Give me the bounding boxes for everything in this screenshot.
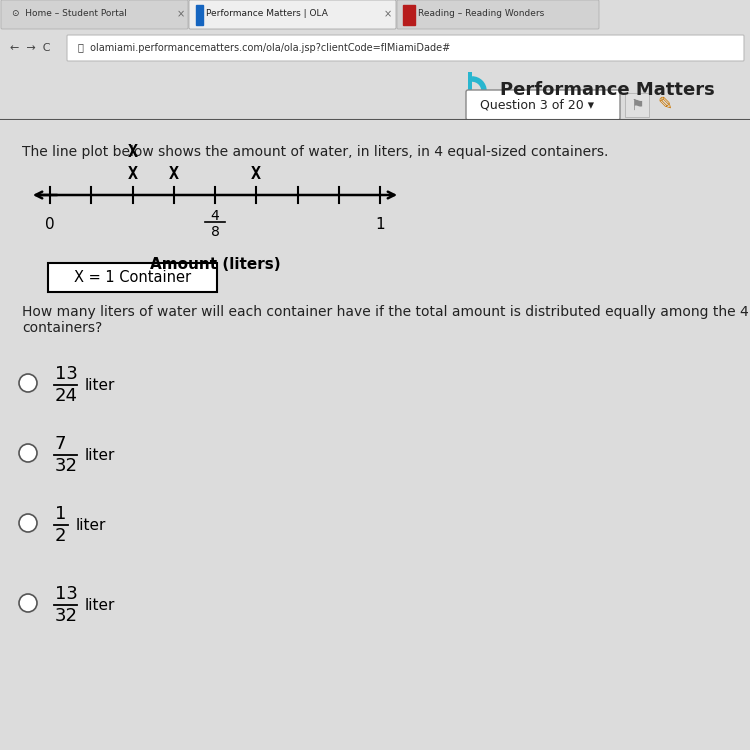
Text: ←  →  C: ← → C <box>10 43 50 53</box>
Text: 13: 13 <box>55 585 78 603</box>
Text: 2: 2 <box>55 527 67 545</box>
Bar <box>403 5 415 25</box>
Text: The line plot below shows the amount of water, in liters, in 4 equal-sized conta: The line plot below shows the amount of … <box>22 145 608 159</box>
Text: 0: 0 <box>45 217 55 232</box>
Text: 32: 32 <box>55 457 78 475</box>
Text: Amount (liters): Amount (liters) <box>150 257 280 272</box>
Text: ×: × <box>177 9 185 19</box>
Text: 1: 1 <box>55 505 66 523</box>
FancyBboxPatch shape <box>397 0 599 29</box>
FancyBboxPatch shape <box>1 0 188 29</box>
Bar <box>196 5 203 25</box>
FancyBboxPatch shape <box>48 263 217 292</box>
Circle shape <box>19 444 37 462</box>
Text: 24: 24 <box>55 387 78 405</box>
Text: ×: × <box>384 9 392 19</box>
Text: How many liters of water will each container have if the total amount is distrib: How many liters of water will each conta… <box>22 305 748 335</box>
Circle shape <box>19 374 37 392</box>
Text: X: X <box>128 165 137 183</box>
Text: 🔒  olamiami.performancematters.com/ola/ola.jsp?clientCode=flMiamiDade#: 🔒 olamiami.performancematters.com/ola/ol… <box>78 43 450 53</box>
Text: X: X <box>169 165 178 183</box>
Text: 8: 8 <box>211 225 220 239</box>
Text: 13: 13 <box>55 365 78 383</box>
Text: X: X <box>128 143 137 161</box>
FancyBboxPatch shape <box>466 90 620 120</box>
Text: ⊙  Home – Student Portal: ⊙ Home – Student Portal <box>12 10 127 19</box>
Text: 32: 32 <box>55 607 78 625</box>
Text: Performance Matters: Performance Matters <box>500 81 715 99</box>
Text: ⚑: ⚑ <box>630 98 644 112</box>
Text: liter: liter <box>85 377 116 392</box>
Text: X: X <box>251 165 261 183</box>
Text: liter: liter <box>76 518 106 532</box>
Circle shape <box>19 514 37 532</box>
Text: Reading – Reading Wonders: Reading – Reading Wonders <box>418 10 544 19</box>
Text: 1: 1 <box>375 217 385 232</box>
Text: liter: liter <box>85 598 116 613</box>
Text: Question 3 of 20 ▾: Question 3 of 20 ▾ <box>480 98 594 112</box>
Text: ✎: ✎ <box>658 96 673 114</box>
FancyBboxPatch shape <box>625 93 649 117</box>
FancyBboxPatch shape <box>468 72 472 110</box>
FancyBboxPatch shape <box>189 0 396 29</box>
Text: Performance Matters | OLA: Performance Matters | OLA <box>206 10 328 19</box>
FancyBboxPatch shape <box>67 35 744 61</box>
Text: X = 1 Container: X = 1 Container <box>74 270 191 285</box>
Text: 7: 7 <box>55 435 67 453</box>
Text: 4: 4 <box>211 209 219 223</box>
Text: liter: liter <box>85 448 116 463</box>
Circle shape <box>19 594 37 612</box>
